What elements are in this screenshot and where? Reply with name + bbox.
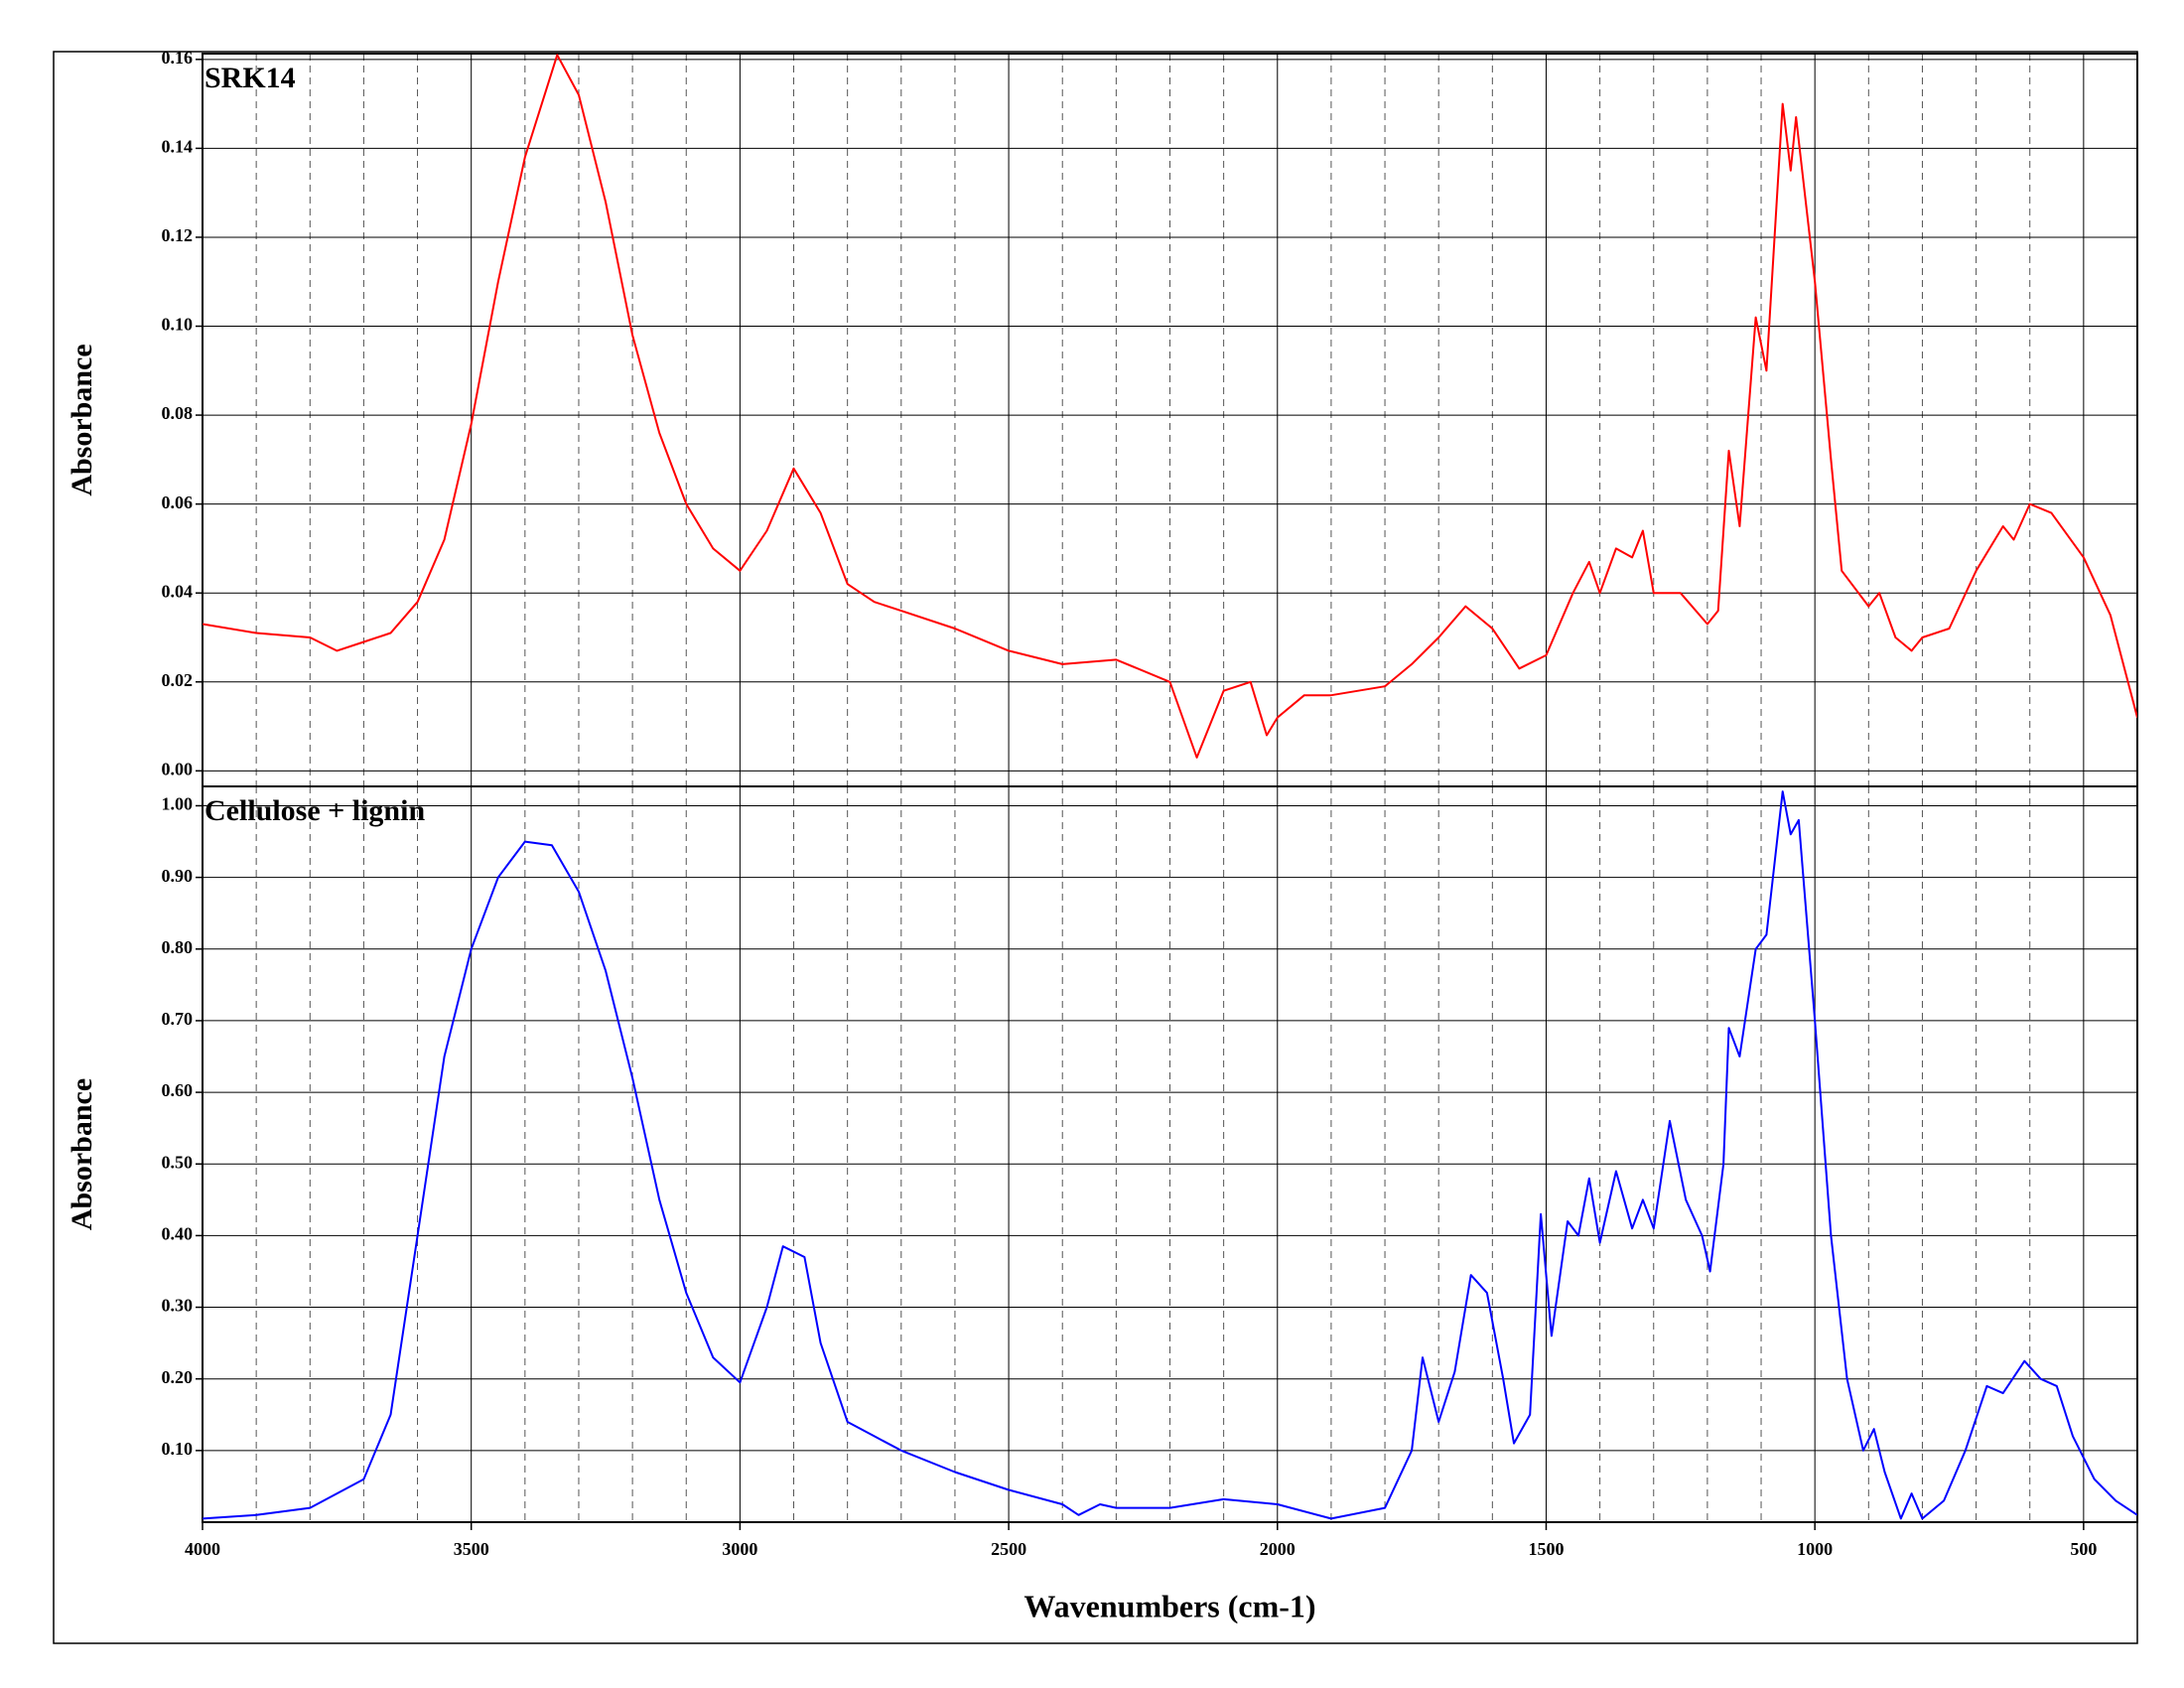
x-tick-label: 4000 [185,1539,220,1559]
x-tick-label: 2500 [991,1539,1026,1559]
plot-area [202,785,2138,1523]
y-axis-label: Absorbance [66,1078,98,1230]
spectrum-line [203,790,2137,1520]
y-axis-label: Absorbance [66,344,98,495]
panel-title: Cellulose + lignin [205,794,425,827]
x-tick-label: 1500 [1528,1539,1564,1559]
panel-title: SRK14 [205,62,296,94]
y-tick-label: 0.40 [162,1224,194,1244]
y-tick-label: 0.16 [162,48,194,68]
y-tick-label: 0.06 [162,492,194,512]
y-tick-label: 0.60 [162,1080,194,1100]
frame [53,51,2138,1644]
y-tick-label: 0.12 [162,225,194,245]
y-tick-label: 0.00 [162,759,194,778]
x-tick-label: 3000 [722,1539,757,1559]
y-tick-label: 1.00 [162,794,194,814]
y-tick-label: 0.90 [162,866,194,886]
spectrum-line [203,54,2137,759]
plot-layer [203,54,2137,759]
x-tick-label: 3500 [454,1539,489,1559]
y-tick-label: 0.14 [162,137,194,157]
plot-layer [203,790,2137,1520]
y-tick-label: 0.04 [162,581,194,601]
y-tick-label: 0.30 [162,1296,194,1316]
y-tick-label: 0.10 [162,1439,194,1459]
y-tick-label: 0.80 [162,937,194,957]
y-tick-label: 0.20 [162,1367,194,1387]
y-tick-label: 0.50 [162,1152,194,1172]
x-axis-label: Wavenumbers (cm-1) [1024,1588,1315,1623]
x-tick-label: 2000 [1260,1539,1296,1559]
x-tick-label: 500 [2070,1539,2097,1559]
y-tick-label: 0.70 [162,1009,194,1029]
x-tick-label: 1000 [1797,1539,1833,1559]
y-tick-label: 0.10 [162,315,194,335]
y-tick-label: 0.08 [162,403,194,423]
y-tick-label: 0.02 [162,670,194,690]
